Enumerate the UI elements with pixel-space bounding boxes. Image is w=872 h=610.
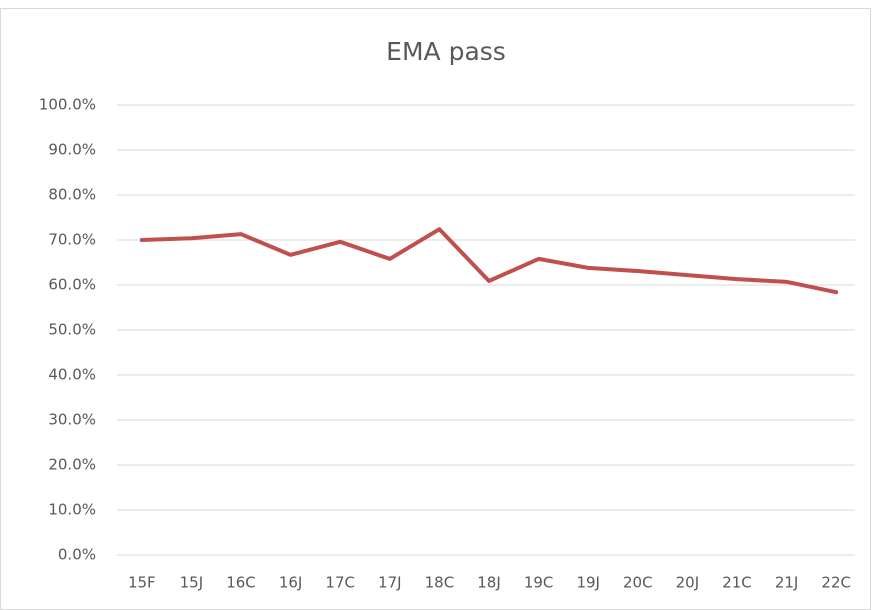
y-tick-label: 90.0% [48, 141, 96, 159]
x-tick-label: 20C [623, 574, 653, 592]
y-tick-label: 40.0% [48, 366, 96, 384]
y-tick-label: 20.0% [48, 456, 96, 474]
x-tick-label: 19J [576, 574, 600, 592]
x-tick-label: 18C [425, 574, 455, 592]
x-tick-label: 22C [821, 574, 851, 592]
x-tick-label: 16C [226, 574, 256, 592]
chart-border [0, 8, 871, 610]
y-tick-label: 30.0% [48, 411, 96, 429]
x-tick-label: 19C [524, 574, 554, 592]
y-tick-label: 70.0% [48, 231, 96, 249]
y-tick-label: 80.0% [48, 186, 96, 204]
x-tick-label: 17J [378, 574, 402, 592]
x-tick-label: 18J [477, 574, 501, 592]
series-line [139, 227, 839, 295]
x-tick-label: 15F [128, 574, 156, 592]
y-tick-label: 100.0% [39, 96, 96, 114]
x-tick-label: 21J [775, 574, 799, 592]
x-tick-label: 15J [180, 574, 204, 592]
y-tick-label: 10.0% [48, 501, 96, 519]
x-tick-label: 16J [279, 574, 303, 592]
y-tick-label: 60.0% [48, 276, 96, 294]
x-tick-label: 20J [676, 574, 700, 592]
y-tick-label: 0.0% [58, 546, 96, 564]
x-tick-label: 21C [722, 574, 752, 592]
y-tick-label: 50.0% [48, 321, 96, 339]
x-tick-label: 17C [325, 574, 355, 592]
chart-title: EMA pass [386, 37, 506, 66]
